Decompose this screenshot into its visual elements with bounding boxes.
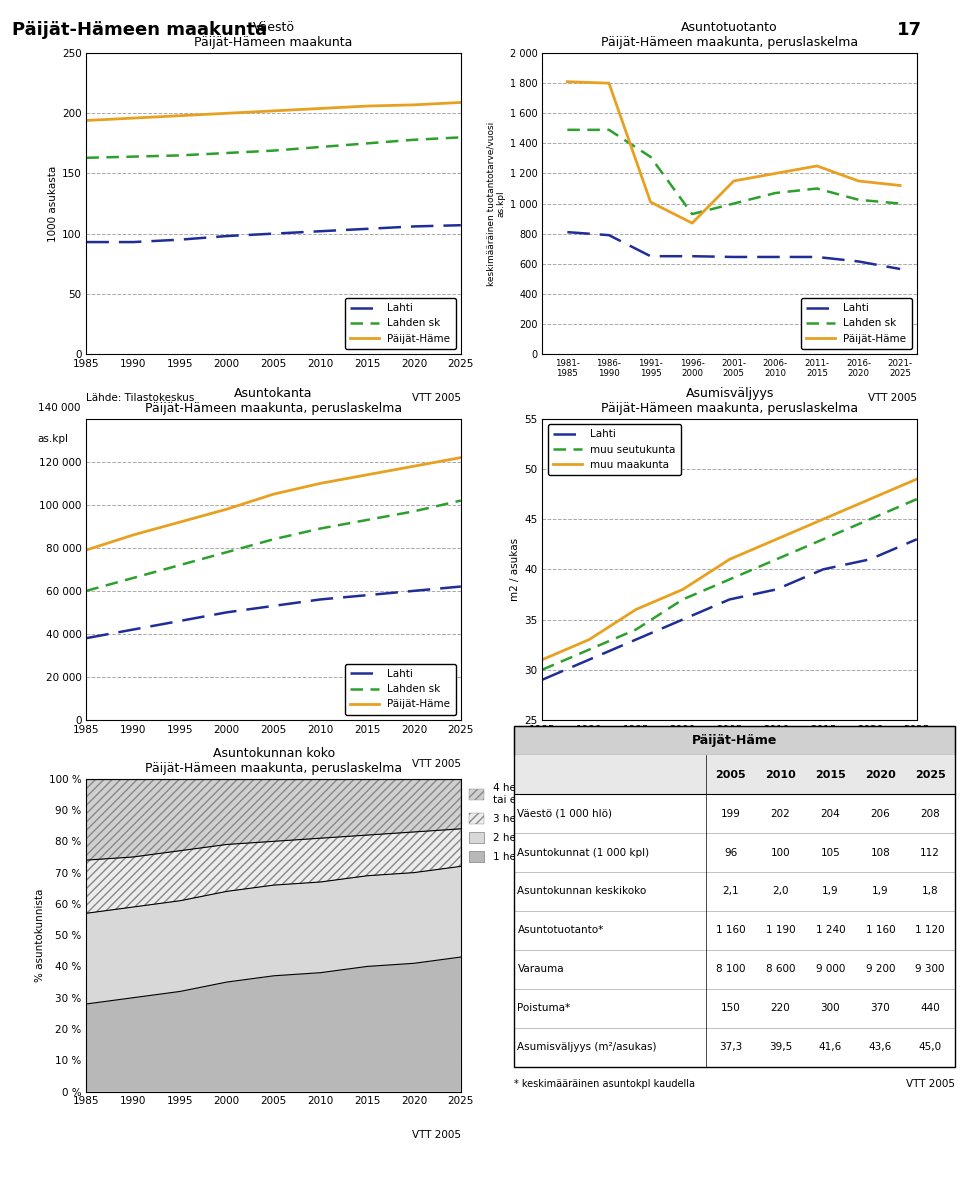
Text: 150: 150 (721, 1003, 740, 1014)
Text: 9 300: 9 300 (916, 964, 945, 975)
Text: 1 120: 1 120 (916, 925, 945, 936)
Legend: Lahti, Lahden sk, Päijät-Häme: Lahti, Lahden sk, Päijät-Häme (801, 299, 912, 349)
Text: 202: 202 (771, 808, 790, 819)
Text: VTT 2005: VTT 2005 (412, 759, 461, 768)
Text: 2015: 2015 (815, 769, 846, 780)
Legend: Lahti, Lahden sk, Päijät-Häme: Lahti, Lahden sk, Päijät-Häme (345, 299, 456, 349)
Text: 96: 96 (724, 847, 737, 858)
Text: VTT 2005: VTT 2005 (868, 759, 917, 768)
Text: 43,6: 43,6 (869, 1042, 892, 1053)
Text: 1 160: 1 160 (866, 925, 895, 936)
Text: 100: 100 (771, 847, 790, 858)
Text: 8 100: 8 100 (716, 964, 745, 975)
Y-axis label: m2 / asukas: m2 / asukas (510, 538, 520, 601)
Text: Päijät-Hämeen maakunta: Päijät-Hämeen maakunta (12, 21, 267, 39)
Text: Asuntokunnat (1 000 kpl): Asuntokunnat (1 000 kpl) (517, 847, 650, 858)
Text: as.kpl: as.kpl (37, 434, 69, 444)
Title: Väestö
Päijät-Hämeen maakunta: Väestö Päijät-Hämeen maakunta (195, 21, 352, 50)
Text: 37,3: 37,3 (719, 1042, 742, 1053)
Text: 1,9: 1,9 (822, 886, 839, 897)
Title: Asuntokanta
Päijät-Hämeen maakunta, peruslaskelma: Asuntokanta Päijät-Hämeen maakunta, peru… (145, 387, 402, 415)
Text: 9 000: 9 000 (816, 964, 845, 975)
Title: Asuntotuotanto
Päijät-Hämeen maakunta, peruslaskelma: Asuntotuotanto Päijät-Hämeen maakunta, p… (601, 21, 858, 50)
Text: 1,9: 1,9 (872, 886, 889, 897)
Legend: 4 henkilöä
tai enemmän, 3 henkilöä, 2 henkilöä, 1 henkilö: 4 henkilöä tai enemmän, 3 henkilöä, 2 he… (465, 779, 566, 866)
Text: 204: 204 (821, 808, 840, 819)
Text: 2,1: 2,1 (722, 886, 739, 897)
Text: 220: 220 (771, 1003, 790, 1014)
Text: 199: 199 (721, 808, 740, 819)
Text: Asumisväljyys (m²/asukas): Asumisväljyys (m²/asukas) (517, 1042, 657, 1053)
Text: 105: 105 (821, 847, 840, 858)
Text: 112: 112 (921, 847, 940, 858)
Text: 39,5: 39,5 (769, 1042, 792, 1053)
Y-axis label: keskimääräinen tuotantotarve/vuosi
as.kpl: keskimääräinen tuotantotarve/vuosi as.kp… (486, 122, 506, 286)
Text: 1 240: 1 240 (816, 925, 845, 936)
Text: 440: 440 (921, 1003, 940, 1014)
Text: 2010: 2010 (765, 769, 796, 780)
Text: Varauma: Varauma (517, 964, 564, 975)
Text: 1,8: 1,8 (922, 886, 939, 897)
Text: VTT 2005: VTT 2005 (412, 1130, 461, 1140)
Text: 1 190: 1 190 (766, 925, 795, 936)
Title: Asuntokunnan koko
Päijät-Hämeen maakunta, peruslaskelma: Asuntokunnan koko Päijät-Hämeen maakunta… (145, 747, 402, 775)
Text: 2020: 2020 (865, 769, 896, 780)
Text: Asuntotuotanto*: Asuntotuotanto* (517, 925, 604, 936)
Text: Päijät-Häme: Päijät-Häme (692, 734, 777, 747)
Y-axis label: % asuntokunnista: % asuntokunnista (35, 889, 44, 982)
Legend: Lahti, muu seutukunta, muu maakunta: Lahti, muu seutukunta, muu maakunta (547, 424, 681, 474)
Title: Asumisväljyys
Päijät-Hämeen maakunta, peruslaskelma: Asumisväljyys Päijät-Hämeen maakunta, pe… (601, 387, 858, 415)
Text: 45,0: 45,0 (919, 1042, 942, 1053)
Text: 300: 300 (821, 1003, 840, 1014)
Text: Poistuma*: Poistuma* (517, 1003, 570, 1014)
Text: Lähde: Tilastokeskus: Lähde: Tilastokeskus (86, 393, 195, 402)
Text: 208: 208 (921, 808, 940, 819)
Text: 8 600: 8 600 (766, 964, 795, 975)
Text: 1 160: 1 160 (716, 925, 745, 936)
Text: 2025: 2025 (915, 769, 946, 780)
Text: VTT 2005: VTT 2005 (906, 1079, 955, 1088)
Text: 140 000: 140 000 (37, 402, 81, 413)
Text: * keskimääräinen asuntokpl kaudella: * keskimääräinen asuntokpl kaudella (514, 1079, 695, 1088)
Text: 9 200: 9 200 (866, 964, 895, 975)
Text: Väestö (1 000 hlö): Väestö (1 000 hlö) (517, 808, 612, 819)
Text: 206: 206 (871, 808, 890, 819)
Text: VTT 2005: VTT 2005 (412, 393, 461, 402)
Text: VTT 2005: VTT 2005 (868, 393, 917, 402)
Y-axis label: 1000 asukasta: 1000 asukasta (48, 165, 58, 242)
Text: 2005: 2005 (715, 769, 746, 780)
Legend: Lahti, Lahden sk, Päijät-Häme: Lahti, Lahden sk, Päijät-Häme (345, 664, 456, 715)
Text: Asuntokunnan keskikoko: Asuntokunnan keskikoko (517, 886, 647, 897)
Text: 370: 370 (871, 1003, 890, 1014)
Text: 41,6: 41,6 (819, 1042, 842, 1053)
Text: 17: 17 (897, 21, 922, 39)
Text: 108: 108 (871, 847, 890, 858)
Text: 2,0: 2,0 (772, 886, 789, 897)
